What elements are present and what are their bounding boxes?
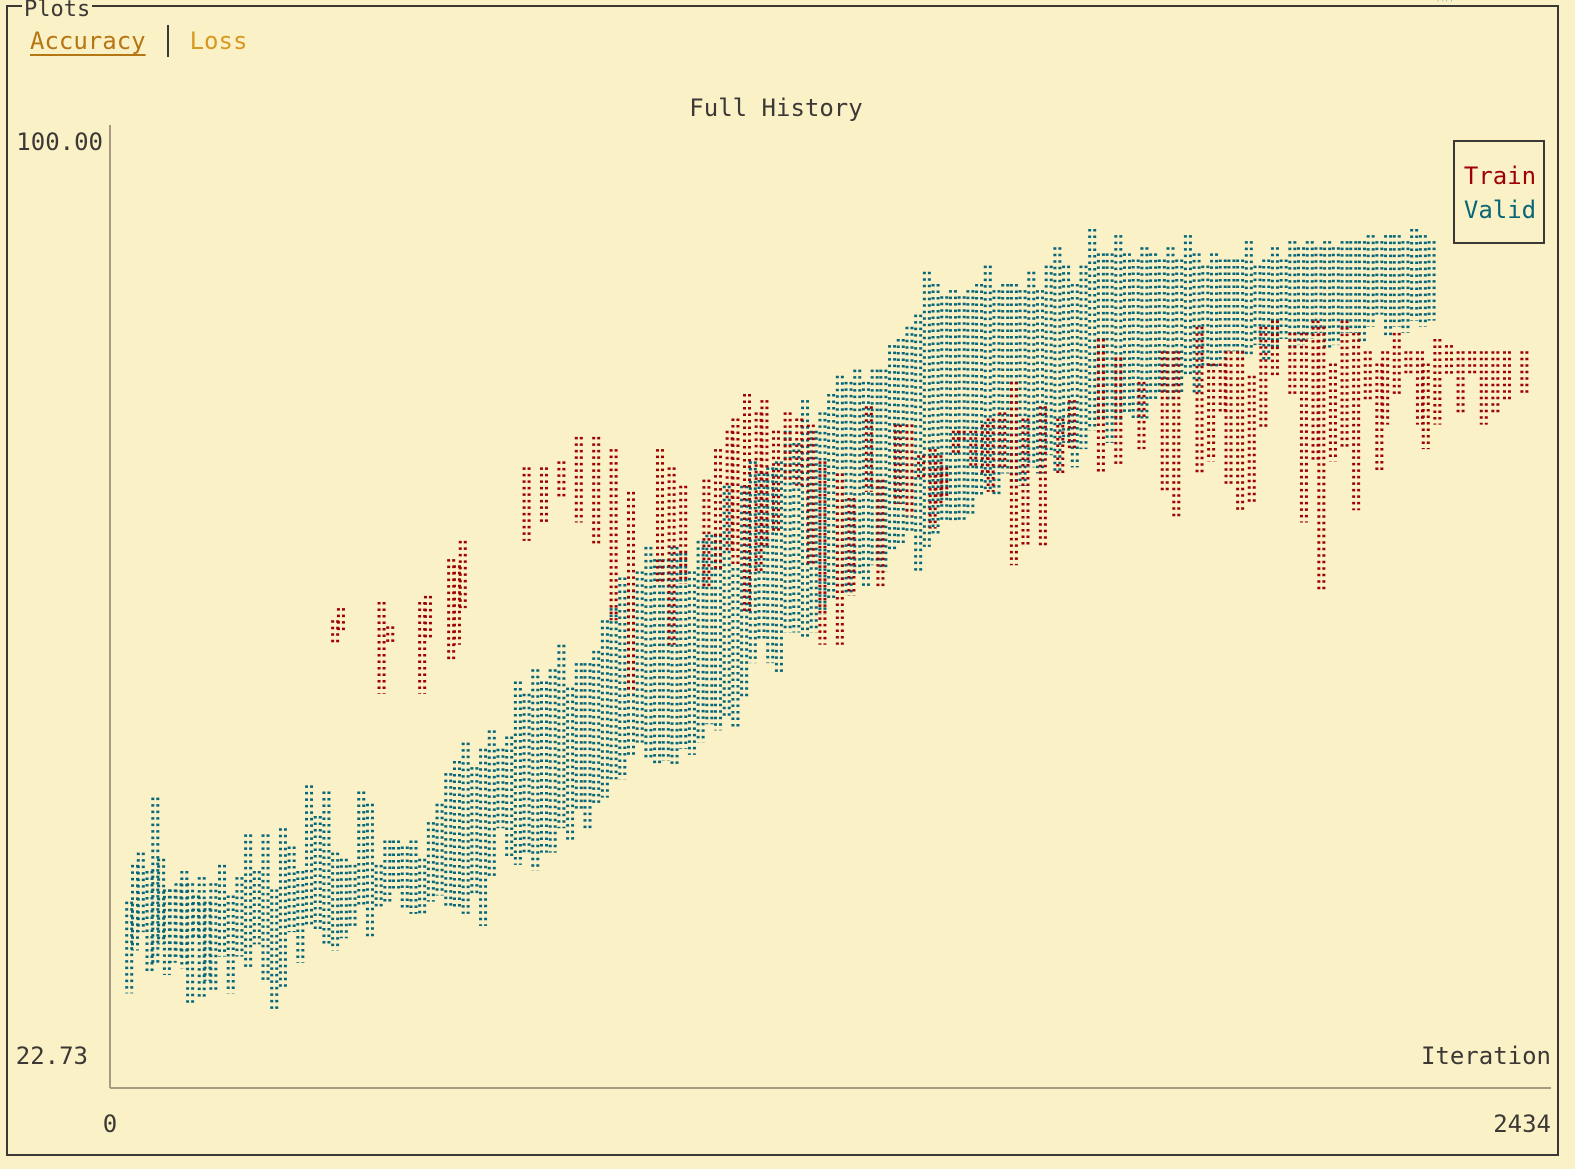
x-tick-label-min: 0 [103,1110,117,1138]
chart-title: Full History [689,94,862,122]
y-tick-label-max: 100.00 [16,128,103,156]
legend-train-label: Train [1464,162,1536,190]
plots-panel: Plots [6,0,1559,1156]
series-layer [125,228,1529,1012]
x-tick-label-max: 2434 [1493,1110,1551,1138]
legend-box [1453,140,1545,244]
x-axis-label: Iteration [1421,1042,1551,1070]
tab-separator [166,25,169,57]
plot-tabs: Accuracy Loss [30,24,247,58]
y-tick-label-min: 22.73 [16,1042,88,1070]
tab-loss[interactable]: Loss [189,27,248,55]
legend-valid-label: Valid [1464,196,1536,224]
panel-title: Plots [22,0,93,22]
tab-accuracy[interactable]: Accuracy [30,27,146,55]
